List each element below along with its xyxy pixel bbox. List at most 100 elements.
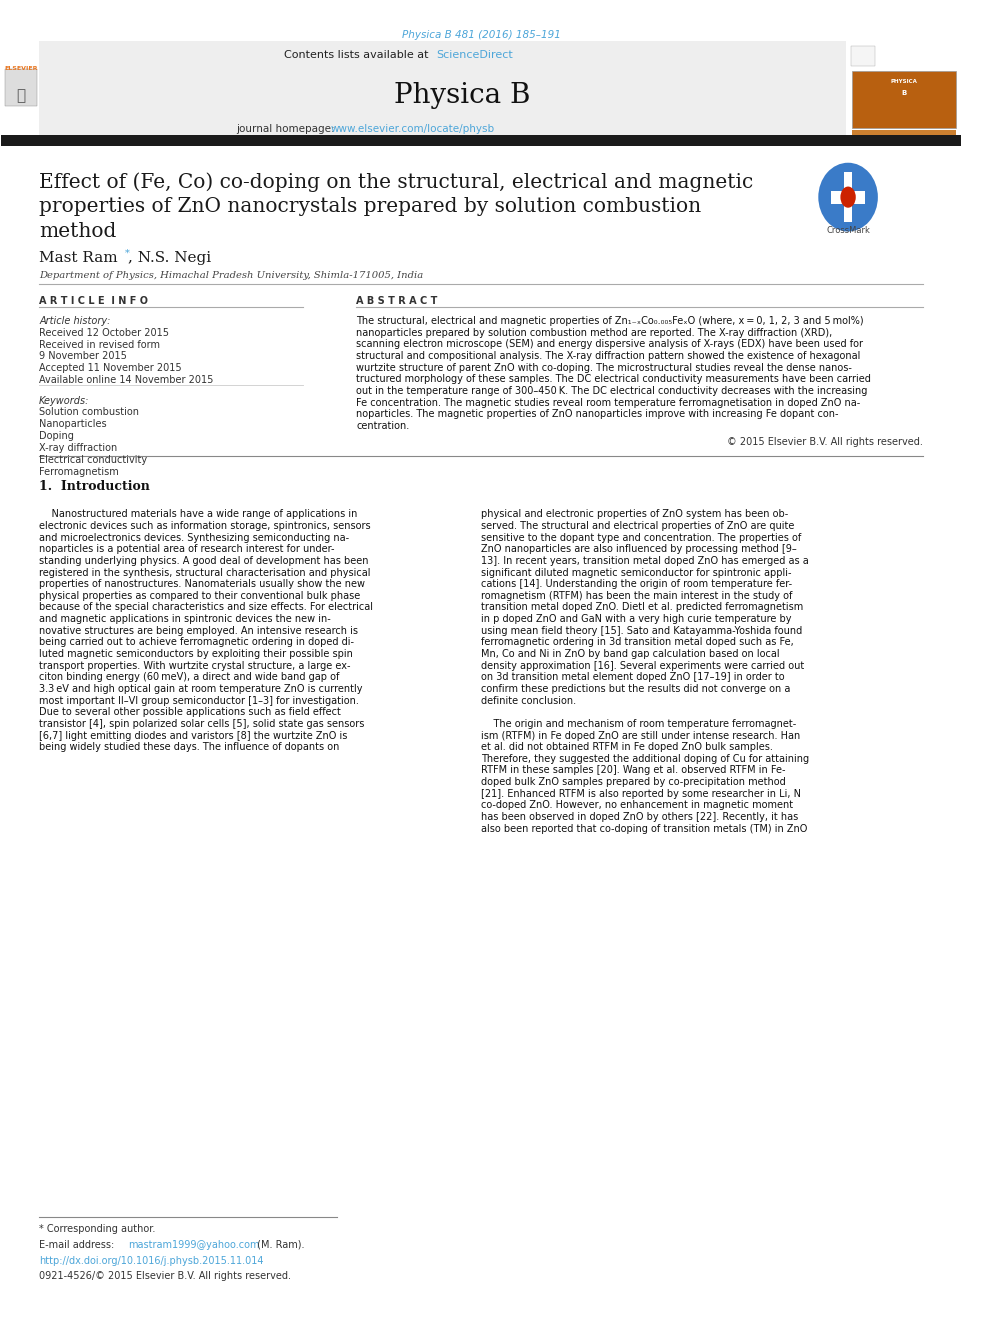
Text: centration.: centration. — [356, 421, 410, 431]
Text: method: method — [39, 222, 116, 241]
Text: 0921-4526/© 2015 Elsevier B.V. All rights reserved.: 0921-4526/© 2015 Elsevier B.V. All right… — [39, 1271, 291, 1282]
Text: Accepted 11 November 2015: Accepted 11 November 2015 — [39, 363, 182, 373]
FancyBboxPatch shape — [39, 41, 846, 136]
Text: properties of nanostructures. Nanomaterials usually show the new: properties of nanostructures. Nanomateri… — [39, 579, 365, 589]
Text: The origin and mechanism of room temperature ferromagnet-: The origin and mechanism of room tempera… — [481, 718, 797, 729]
Bar — [1, 135, 961, 146]
Text: *: * — [125, 249, 129, 258]
Text: Therefore, they suggested the additional doping of Cu for attaining: Therefore, they suggested the additional… — [481, 754, 809, 763]
Bar — [830, 191, 865, 204]
Text: Solution combustion: Solution combustion — [39, 407, 139, 418]
Text: on 3d transition metal element doped ZnO [17–19] in order to: on 3d transition metal element doped ZnO… — [481, 672, 785, 683]
Text: Effect of (Fe, Co) co-doping on the structural, electrical and magnetic: Effect of (Fe, Co) co-doping on the stru… — [39, 172, 753, 192]
Text: significant diluted magnetic semiconductor for spintronic appli-: significant diluted magnetic semiconduct… — [481, 568, 792, 578]
Text: Nanoparticles: Nanoparticles — [39, 419, 107, 430]
Text: Keywords:: Keywords: — [39, 396, 89, 406]
Text: standing underlying physics. A good deal of development has been: standing underlying physics. A good deal… — [39, 556, 369, 566]
Text: ScienceDirect: ScienceDirect — [435, 50, 513, 61]
Text: Department of Physics, Himachal Pradesh University, Shimla-171005, India: Department of Physics, Himachal Pradesh … — [39, 271, 424, 280]
Text: Contents lists available at: Contents lists available at — [284, 50, 433, 61]
Text: Electrical conductivity: Electrical conductivity — [39, 455, 147, 466]
Text: using mean field theory [15]. Sato and Katayamma-Yoshida found: using mean field theory [15]. Sato and K… — [481, 626, 803, 636]
Text: transistor [4], spin polarized solar cells [5], solid state gas sensors: transistor [4], spin polarized solar cel… — [39, 718, 364, 729]
Text: confirm these predictions but the results did not converge on a: confirm these predictions but the result… — [481, 684, 791, 695]
Text: 3.3 eV and high optical gain at room temperature ZnO is currently: 3.3 eV and high optical gain at room tem… — [39, 684, 362, 695]
Text: 13]. In recent years, transition metal doped ZnO has emerged as a: 13]. In recent years, transition metal d… — [481, 556, 808, 566]
Text: [6,7] light emitting diodes and varistors [8] the wurtzite ZnO is: [6,7] light emitting diodes and varistor… — [39, 730, 347, 741]
Text: © 2015 Elsevier B.V. All rights reserved.: © 2015 Elsevier B.V. All rights reserved… — [727, 437, 923, 447]
Text: being widely studied these days. The influence of dopants on: being widely studied these days. The inf… — [39, 742, 339, 753]
Text: structural and compositional analysis. The X-ray diffraction pattern showed the : structural and compositional analysis. T… — [356, 351, 860, 361]
Text: et al. did not obtained RTFM in Fe doped ZnO bulk samples.: et al. did not obtained RTFM in Fe doped… — [481, 742, 773, 753]
Text: Physica B: Physica B — [394, 82, 530, 108]
Text: because of the special characteristics and size effects. For electrical: because of the special characteristics a… — [39, 602, 373, 613]
Text: , N.S. Negi: , N.S. Negi — [128, 251, 211, 266]
Text: Doping: Doping — [39, 431, 74, 442]
Text: doped bulk ZnO samples prepared by co-precipitation method: doped bulk ZnO samples prepared by co-pr… — [481, 777, 786, 787]
Text: wurtzite structure of parent ZnO with co-doping. The microstructural studies rev: wurtzite structure of parent ZnO with co… — [356, 363, 852, 373]
Text: co-doped ZnO. However, no enhancement in magnetic moment: co-doped ZnO. However, no enhancement in… — [481, 800, 794, 811]
Text: (M. Ram).: (M. Ram). — [254, 1240, 305, 1250]
Text: [21]. Enhanced RTFM is also reported by some researcher in Li, N: [21]. Enhanced RTFM is also reported by … — [481, 789, 801, 799]
Text: definite conclusion.: definite conclusion. — [481, 696, 576, 705]
FancyBboxPatch shape — [1, 41, 39, 136]
Text: Nanostructured materials have a wide range of applications in: Nanostructured materials have a wide ran… — [39, 509, 357, 520]
Text: Due to several other possible applications such as field effect: Due to several other possible applicatio… — [39, 708, 341, 717]
Text: scanning electron microscope (SEM) and energy dispersive analysis of X-rays (EDX: scanning electron microscope (SEM) and e… — [356, 340, 863, 349]
Text: physical and electronic properties of ZnO system has been ob-: physical and electronic properties of Zn… — [481, 509, 789, 520]
Text: and magnetic applications in spintronic devices the new in-: and magnetic applications in spintronic … — [39, 614, 330, 624]
FancyBboxPatch shape — [5, 69, 37, 106]
Text: 9 November 2015: 9 November 2015 — [39, 352, 127, 361]
Text: RTFM in these samples [20]. Wang et al. observed RTFM in Fe-: RTFM in these samples [20]. Wang et al. … — [481, 766, 786, 775]
Text: noparticles. The magnetic properties of ZnO nanoparticles improve with increasin: noparticles. The magnetic properties of … — [356, 409, 838, 419]
Text: www.elsevier.com/locate/physb: www.elsevier.com/locate/physb — [330, 124, 494, 135]
Text: density approximation [16]. Several experiments were carried out: density approximation [16]. Several expe… — [481, 660, 805, 671]
Text: CrossMark: CrossMark — [826, 226, 870, 235]
Text: A B S T R A C T: A B S T R A C T — [356, 296, 437, 307]
FancyBboxPatch shape — [848, 41, 961, 136]
Text: tructured morphology of these samples. The DC electrical conductivity measuremen: tructured morphology of these samples. T… — [356, 374, 871, 385]
Text: cations [14]. Understanding the origin of room temperature fer-: cations [14]. Understanding the origin o… — [481, 579, 793, 589]
Text: The structural, electrical and magnetic properties of Zn₁₋ₓCo₀.₀₀₅FeₓO (where, x: The structural, electrical and magnetic … — [356, 316, 864, 327]
Text: transition metal doped ZnO. Dietl et al. predicted ferromagnetism: transition metal doped ZnO. Dietl et al.… — [481, 602, 804, 613]
Circle shape — [840, 187, 856, 208]
Text: also been reported that co-doping of transition metals (TM) in ZnO: also been reported that co-doping of tra… — [481, 824, 807, 833]
Text: B: B — [901, 90, 907, 97]
Text: being carried out to achieve ferromagnetic ordering in doped di-: being carried out to achieve ferromagnet… — [39, 638, 354, 647]
Text: Physica B 481 (2016) 185–191: Physica B 481 (2016) 185–191 — [402, 30, 560, 41]
FancyBboxPatch shape — [852, 71, 955, 128]
Text: Ferromagnetism: Ferromagnetism — [39, 467, 119, 478]
Text: E-mail address:: E-mail address: — [39, 1240, 117, 1250]
Text: has been observed in doped ZnO by others [22]. Recently, it has: has been observed in doped ZnO by others… — [481, 812, 799, 822]
Text: * Corresponding author.: * Corresponding author. — [39, 1224, 156, 1234]
Ellipse shape — [818, 163, 878, 232]
Text: luted magnetic semiconductors by exploiting their possible spin: luted magnetic semiconductors by exploit… — [39, 650, 353, 659]
Text: ELSEVIER: ELSEVIER — [4, 66, 38, 71]
Text: physical properties as compared to their conventional bulk phase: physical properties as compared to their… — [39, 591, 360, 601]
Text: Received in revised form: Received in revised form — [39, 340, 160, 349]
Text: served. The structural and electrical properties of ZnO are quite: served. The structural and electrical pr… — [481, 521, 795, 531]
Text: A R T I C L E  I N F O: A R T I C L E I N F O — [39, 296, 148, 307]
Text: nanoparticles prepared by solution combustion method are reported. The X-ray dif: nanoparticles prepared by solution combu… — [356, 328, 832, 337]
Text: Available online 14 November 2015: Available online 14 November 2015 — [39, 374, 213, 385]
Text: 🌿: 🌿 — [16, 89, 26, 103]
Text: http://dx.doi.org/10.1016/j.physb.2015.11.014: http://dx.doi.org/10.1016/j.physb.2015.1… — [39, 1256, 264, 1266]
Text: sensitive to the dopant type and concentration. The properties of: sensitive to the dopant type and concent… — [481, 533, 802, 542]
Text: mastram1999@yahoo.com: mastram1999@yahoo.com — [128, 1240, 260, 1250]
Text: journal homepage:: journal homepage: — [236, 124, 338, 135]
Text: Mn, Co and Ni in ZnO by band gap calculation based on local: Mn, Co and Ni in ZnO by band gap calcula… — [481, 650, 780, 659]
Text: citon binding energy (60 meV), a direct and wide band gap of: citon binding energy (60 meV), a direct … — [39, 672, 339, 683]
Text: noparticles is a potential area of research interest for under-: noparticles is a potential area of resea… — [39, 544, 334, 554]
Text: ferromagnetic ordering in 3d transition metal doped such as Fe,: ferromagnetic ordering in 3d transition … — [481, 638, 794, 647]
Text: Mast Ram: Mast Ram — [39, 251, 118, 266]
Text: registered in the synthesis, structural characterisation and physical: registered in the synthesis, structural … — [39, 568, 371, 578]
Text: most important II–VI group semiconductor [1–3] for investigation.: most important II–VI group semiconductor… — [39, 696, 359, 705]
Text: and microelectronics devices. Synthesizing semiconducting na-: and microelectronics devices. Synthesizi… — [39, 533, 349, 542]
Text: out in the temperature range of 300–450 K. The DC electrical conductivity decrea: out in the temperature range of 300–450 … — [356, 386, 867, 396]
Bar — [844, 172, 852, 222]
Text: transport properties. With wurtzite crystal structure, a large ex-: transport properties. With wurtzite crys… — [39, 660, 350, 671]
Text: romagnetism (RTFM) has been the main interest in the study of: romagnetism (RTFM) has been the main int… — [481, 591, 793, 601]
Text: electronic devices such as information storage, spintronics, sensors: electronic devices such as information s… — [39, 521, 371, 531]
Text: Article history:: Article history: — [39, 316, 110, 327]
Text: in p doped ZnO and GaN with a very high curie temperature by: in p doped ZnO and GaN with a very high … — [481, 614, 792, 624]
